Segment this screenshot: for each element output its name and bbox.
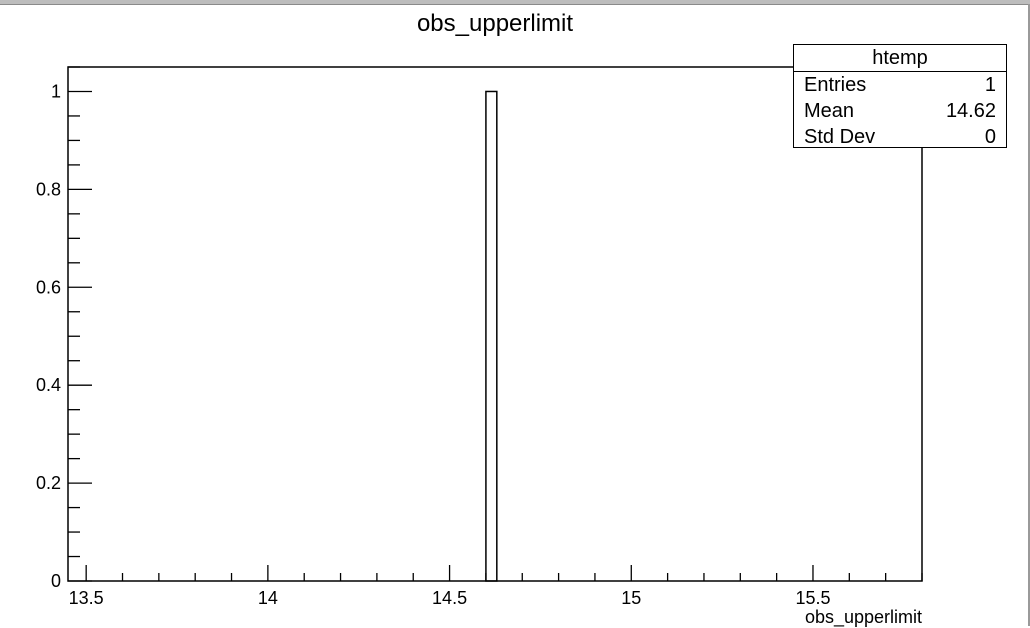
stats-value: 0 <box>984 126 996 148</box>
window-top-border <box>0 4 1030 5</box>
x-tick-label: 15 <box>621 588 641 608</box>
stats-label: Entries <box>804 74 867 96</box>
stats-label: Mean <box>804 100 855 122</box>
x-tick-label: 14 <box>258 588 278 608</box>
x-tick-label: 13.5 <box>69 588 104 608</box>
y-tick-label: 1 <box>51 81 61 101</box>
window-right-border <box>1028 4 1030 626</box>
y-tick-label: 0.2 <box>36 473 61 493</box>
stats-row-mean: Mean 14.62 <box>794 98 1006 124</box>
stats-row-stddev: Std Dev 0 <box>794 124 1006 150</box>
x-tick-label: 14.5 <box>432 588 467 608</box>
x-tick-label: 15.5 <box>795 588 830 608</box>
y-tick-label: 0 <box>51 571 61 591</box>
x-axis-title: obs_upperlimit <box>804 607 922 627</box>
stats-value: 1 <box>984 74 996 96</box>
y-tick-label: 0.4 <box>36 375 61 395</box>
y-tick-label: 0.8 <box>36 179 61 199</box>
chart-title: obs_upperlimit <box>416 10 574 37</box>
stats-title: htemp <box>794 45 1006 72</box>
y-tick-label: 0.6 <box>36 277 61 297</box>
stats-row-entries: Entries 1 <box>794 72 1006 98</box>
histogram-bin <box>485 90 498 582</box>
stats-value: 14.62 <box>945 100 996 122</box>
stats-label: Std Dev <box>804 126 876 148</box>
window-top-bar <box>0 0 1030 4</box>
stats-box: htemp Entries 1 Mean 14.62 Std Dev 0 <box>793 44 1007 148</box>
